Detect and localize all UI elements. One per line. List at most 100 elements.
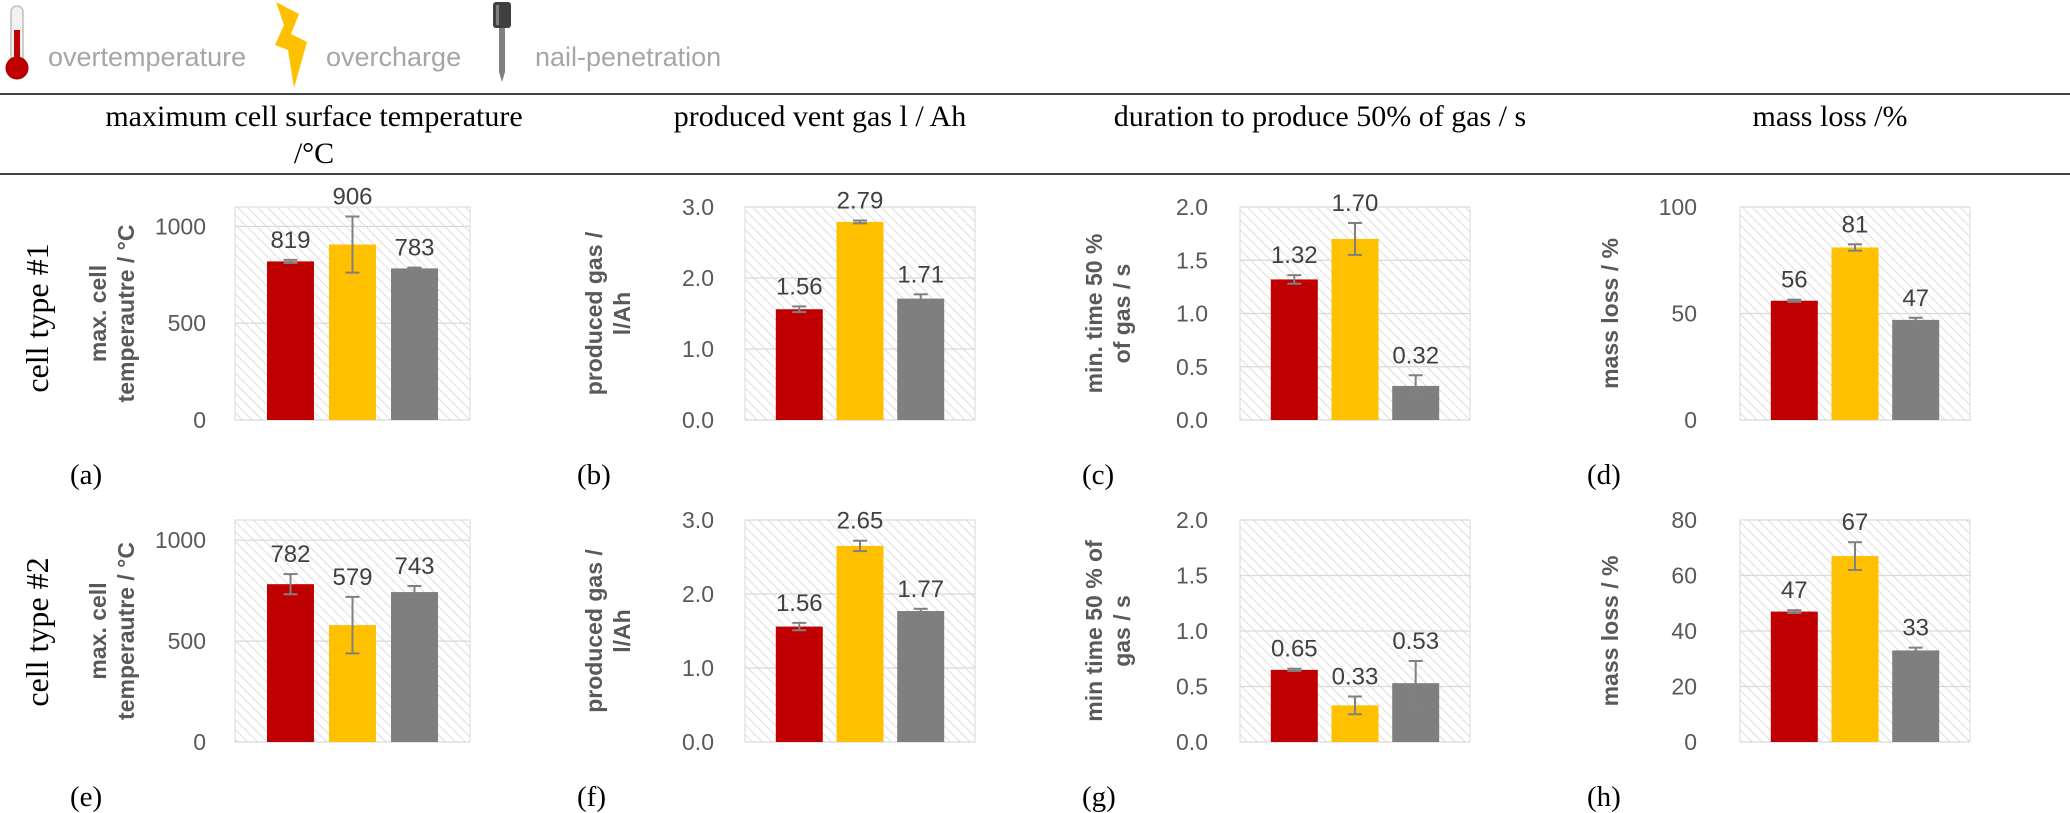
y-tick-label: 50	[1671, 301, 1697, 327]
panel-letter: (f)	[577, 781, 606, 813]
y-axis-label-line: max. cell	[85, 582, 111, 679]
nail-icon	[493, 2, 511, 82]
bar-overcharge	[329, 244, 376, 420]
bar-overcharge	[1831, 247, 1879, 420]
y-tick-label: 0.5	[1176, 354, 1208, 380]
data-label: 33	[1902, 615, 1929, 642]
panel-letter: (a)	[70, 459, 102, 491]
data-label: 2.79	[837, 187, 884, 214]
data-label: 1.71	[897, 261, 944, 288]
bar-overtemperature	[1270, 279, 1318, 420]
data-label: 783	[394, 235, 434, 262]
panel-h: 0 20 40 60 80 47 67 33 mass loss / % (h)	[1587, 507, 1971, 813]
y-tick-label: 0	[1684, 729, 1697, 755]
thermometer-icon	[5, 5, 29, 80]
data-label: 906	[332, 183, 372, 210]
panel-a: 0 500 1000 819 906 783 max. cell temperautre / …	[70, 183, 471, 491]
data-label: 579	[332, 564, 372, 591]
y-tick-label: 500	[168, 628, 206, 654]
header-vent-gas: produced vent gas l / Ah	[674, 100, 966, 133]
y-axis-label-line: mass loss / %	[1597, 238, 1623, 389]
y-axis-label: min time 50 % of gas / s	[1081, 540, 1135, 722]
panel-d: 0 50 100 56 81 47 mass loss / % (d)	[1587, 194, 1971, 491]
bar-overcharge	[836, 545, 884, 742]
data-label: 0.53	[1392, 628, 1439, 655]
legend-label-nail-penetration: nail-penetration	[535, 42, 721, 72]
y-axis-label: max. cell temperautre / °C	[85, 542, 139, 720]
bar-overtemperature	[1770, 300, 1818, 420]
row-label-cell-type-1: cell type #1	[19, 243, 55, 392]
data-label: 67	[1842, 509, 1869, 536]
bar-overtemperature	[266, 261, 314, 420]
bar-overtemperature	[775, 309, 823, 420]
header-temperature-line1: maximum cell surface temperature	[105, 100, 522, 133]
y-tick-label: 0.5	[1176, 674, 1208, 700]
y-tick-label: 1.5	[1176, 563, 1208, 589]
y-axis-label: mass loss / %	[1597, 556, 1623, 707]
header-temperature-line2: /°C	[294, 137, 334, 170]
panel-letter: (h)	[1587, 781, 1621, 813]
y-tick-label: 0.0	[1176, 407, 1208, 433]
y-axis-label: mass loss / %	[1597, 238, 1623, 389]
panel-letter: (e)	[70, 781, 102, 813]
y-tick-label: 2.0	[1176, 194, 1208, 220]
bar-nail-penetration	[391, 268, 439, 420]
panel-letter: (d)	[1587, 459, 1621, 491]
y-axis-label-line: gas / s	[1109, 595, 1135, 667]
row-label-cell-type-2: cell type #2	[19, 557, 55, 706]
data-label: 0.33	[1332, 663, 1379, 690]
panel-letter: (b)	[577, 459, 611, 491]
panel-f: 0.0 1.0 2.0 3.0 1.56 2.65 1.77 produced gas / l/…	[577, 507, 976, 813]
bar-nail-penetration	[391, 592, 439, 742]
y-tick-label: 2.0	[682, 265, 714, 291]
column-headers: maximum cell surface temperature /°C pro…	[105, 100, 1907, 170]
y-axis-label-line: mass loss / %	[1597, 556, 1623, 707]
bar-nail-penetration	[1892, 650, 1940, 742]
header-duration: duration to produce 50% of gas / s	[1114, 100, 1526, 133]
data-label: 1.77	[897, 576, 944, 603]
y-tick-label: 2.0	[1176, 507, 1208, 533]
y-axis-label-line: produced gas /	[581, 231, 607, 395]
panel-g: 0.0 0.5 1.0 1.5 2.0 0.65 0.33 0.53 min time 50 %…	[1081, 507, 1471, 813]
panel-b: 0.0 1.0 2.0 3.0 1.56 2.79 1.71 produced gas / l/…	[577, 187, 976, 491]
bar-overtemperature	[1270, 669, 1318, 742]
y-tick-label: 1000	[155, 527, 206, 553]
panel-c: 0.0 0.5 1.0 1.5 2.0 1.32 1.70 0.32 min. time 50 …	[1081, 190, 1471, 491]
data-label: 47	[1781, 577, 1808, 604]
data-label: 782	[270, 541, 310, 568]
y-tick-label: 0.0	[1176, 729, 1208, 755]
y-tick-label: 1.0	[682, 655, 714, 681]
y-tick-label: 0	[193, 407, 206, 433]
data-label: 1.56	[776, 273, 823, 300]
y-axis-label: max. cell temperautre / °C	[85, 225, 139, 403]
y-axis-label-line: min time 50 % of	[1081, 540, 1107, 722]
bar-overcharge	[836, 221, 884, 420]
legend: overtemperature overcharge nail-penetrat…	[5, 2, 721, 88]
bar-overcharge	[1831, 556, 1879, 742]
y-tick-label: 80	[1671, 507, 1697, 533]
y-tick-label: 2.0	[682, 581, 714, 607]
y-axis-label-line: temperautre / °C	[113, 542, 139, 720]
y-axis-label: produced gas / l/Ah	[581, 549, 635, 713]
y-tick-label: 0.0	[682, 729, 714, 755]
bar-overtemperature	[266, 584, 314, 742]
y-axis-label-line: produced gas /	[581, 549, 607, 713]
panel-letter: (c)	[1082, 459, 1114, 491]
y-tick-label: 1000	[155, 213, 206, 239]
y-tick-label: 0.0	[682, 407, 714, 433]
data-label: 819	[270, 227, 310, 254]
y-axis-label: min. time 50 % of gas / s	[1081, 234, 1135, 394]
panel-e: 0 500 1000 782 579 743 max. cell temperautre / …	[70, 519, 471, 813]
data-label: 1.56	[776, 590, 823, 617]
header-mass-loss: mass loss /%	[1752, 100, 1907, 133]
panel-letter: (g)	[1082, 781, 1116, 813]
y-tick-label: 500	[168, 310, 206, 336]
y-tick-label: 60	[1671, 563, 1697, 589]
y-tick-label: 1.0	[1176, 301, 1208, 327]
y-tick-label: 3.0	[682, 194, 714, 220]
y-tick-label: 20	[1671, 674, 1697, 700]
y-axis-label-line: min. time 50 %	[1081, 234, 1107, 394]
y-axis-label-line: l/Ah	[609, 609, 635, 652]
legend-label-overtemperature: overtemperature	[48, 42, 246, 72]
